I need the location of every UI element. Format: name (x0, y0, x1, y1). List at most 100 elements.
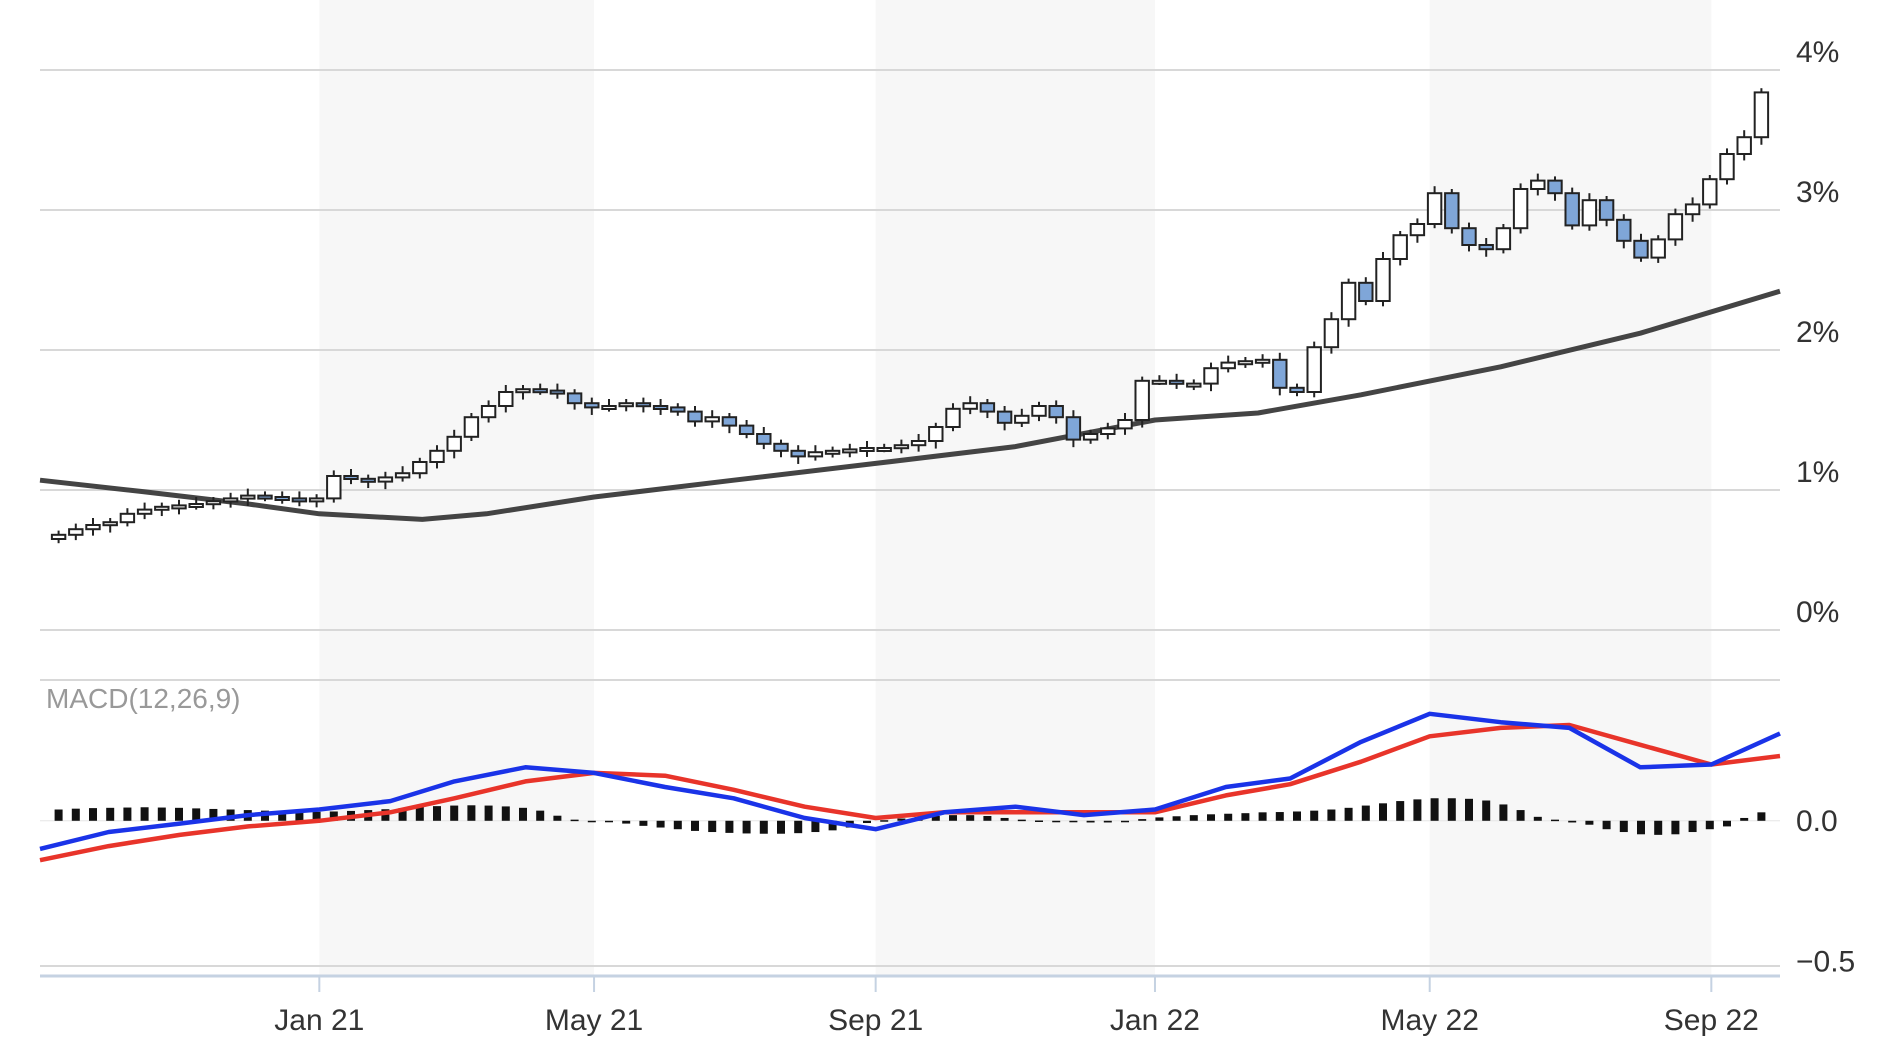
macd-histogram-bar (1138, 819, 1147, 821)
macd-histogram-bar (1035, 820, 1043, 822)
y-tick-label: 3% (1796, 176, 1839, 209)
macd-histogram-bar (1275, 812, 1284, 821)
candle (1168, 373, 1185, 389)
candle (928, 422, 944, 449)
y-tick-label: 1% (1796, 456, 1839, 489)
candle (1237, 357, 1254, 368)
candle (1736, 130, 1752, 161)
macd-histogram-bar (1224, 813, 1233, 821)
macd-histogram-bar (1172, 816, 1181, 821)
candle (1031, 401, 1047, 422)
candle (945, 403, 961, 432)
candle (1289, 383, 1305, 397)
candle (790, 445, 806, 464)
candle (756, 427, 772, 450)
macd-histogram-bar (329, 811, 338, 821)
candle (326, 470, 342, 503)
candle (738, 420, 755, 439)
candle (429, 445, 445, 469)
candle (222, 492, 239, 508)
macd-histogram-bar (1396, 801, 1405, 821)
candle (446, 429, 462, 459)
candle (136, 502, 153, 520)
macd-histogram-bar (312, 811, 321, 821)
macd-histogram-bar (1602, 820, 1611, 830)
candle (1220, 355, 1236, 373)
macd-histogram-bar (1086, 820, 1095, 823)
candle (515, 385, 531, 400)
candle (480, 400, 497, 423)
candle (859, 441, 875, 457)
macd-histogram-bar (1344, 807, 1353, 821)
macd-histogram-bar (1069, 820, 1078, 823)
macd-histogram-bar (1619, 820, 1628, 833)
candle (1392, 231, 1408, 266)
macd-histogram-bar (1361, 805, 1370, 821)
macd-histogram-bar (157, 807, 166, 821)
candle (1306, 341, 1322, 398)
candle (1753, 88, 1770, 145)
candle (171, 499, 187, 515)
candle (257, 491, 273, 502)
moving-average-layer (39, 288, 1781, 522)
candle (670, 403, 686, 416)
macd-histogram-bar (1499, 804, 1508, 821)
macd-histogram-bar (1482, 800, 1491, 821)
macd-histogram-bar (656, 820, 665, 828)
macd-histogram-bar (1413, 799, 1422, 821)
macd-histogram-bar (1465, 798, 1473, 821)
macd-histogram-bar (1654, 820, 1663, 835)
macd-histogram-bar (966, 815, 975, 821)
moving-average-line (39, 288, 1781, 522)
macd-histogram-bar (1551, 819, 1559, 822)
macd-histogram (54, 798, 1766, 835)
candle (601, 399, 617, 412)
candle (773, 439, 789, 458)
candle (463, 413, 480, 441)
macd-histogram-bar (1637, 820, 1645, 835)
macd-histogram-bar (949, 815, 957, 821)
candle (1702, 175, 1718, 209)
candle (1719, 148, 1735, 185)
macd-histogram-bar (398, 808, 407, 821)
candle (1272, 352, 1288, 396)
macd-histogram-bar (863, 820, 871, 824)
macd-histogram-bar (1017, 819, 1026, 822)
macd-histogram-bar (415, 806, 424, 821)
macd-histogram-bar (295, 811, 304, 821)
macd-y-tick-label: −0.5 (1796, 946, 1855, 979)
macd-histogram-bar (587, 820, 596, 823)
macd-histogram-bar (1757, 812, 1766, 821)
candle (1684, 197, 1701, 222)
x-tick-label: Jan 21 (274, 1004, 364, 1037)
candle (1444, 189, 1460, 234)
macd-histogram-bar (777, 820, 785, 834)
y-tick-label: 4% (1796, 36, 1839, 69)
candle (1048, 400, 1064, 424)
candle (842, 443, 858, 458)
candle (85, 518, 101, 536)
candle (1203, 362, 1219, 392)
candle (1478, 238, 1494, 257)
candle (498, 385, 514, 413)
x-tick-label: Sep 21 (828, 1004, 923, 1037)
y-tick-label: 2% (1796, 316, 1839, 349)
macd-histogram-bar (1671, 820, 1680, 835)
candle (274, 491, 290, 504)
candle (412, 457, 428, 479)
candle (962, 396, 978, 415)
candle (824, 446, 841, 458)
macd-histogram-bar (71, 808, 80, 821)
candle (910, 434, 927, 452)
macd-histogram-bar (1327, 809, 1336, 821)
macd-histogram-bar (691, 820, 699, 831)
shaded-band-1 (875, 0, 1155, 975)
macd-line (39, 711, 1781, 852)
candle (1495, 224, 1512, 254)
macd-histogram-bar (931, 815, 940, 821)
macd-histogram-bar (794, 820, 803, 834)
macd-histogram-bar (605, 820, 613, 823)
candles (50, 88, 1770, 544)
candle (807, 445, 824, 461)
